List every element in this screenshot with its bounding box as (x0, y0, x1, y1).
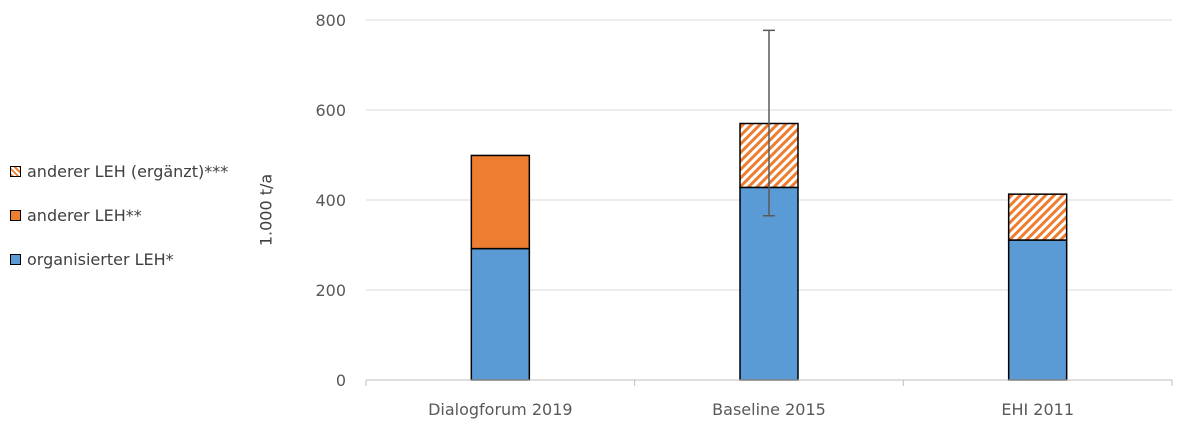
x-tick-label: Dialogforum 2019 (428, 400, 573, 419)
legend-label: anderer LEH** (27, 206, 142, 225)
legend-swatch-hatched (10, 166, 21, 177)
legend-swatch-orange (10, 210, 21, 221)
legend-item-anderer-leh-ergaenzt: anderer LEH (ergänzt)*** (10, 160, 228, 182)
x-tick-label: EHI 2011 (1001, 400, 1074, 419)
y-tick-label: 800 (315, 11, 346, 30)
legend-item-anderer-leh: anderer LEH** (10, 204, 228, 226)
bar-segment-organisierter (1009, 240, 1067, 380)
y-tick-label: 600 (315, 101, 346, 120)
bar-segment-anderer (471, 155, 529, 248)
legend-swatch-blue (10, 254, 21, 265)
bar-segment-organisierter (471, 249, 529, 380)
x-tick-label: Baseline 2015 (712, 400, 826, 419)
bar-segment-anderer-ergaenzt (1009, 194, 1067, 240)
y-axis-label: 1.000 t/a (257, 174, 276, 246)
legend-item-organisierter-leh: organisierter LEH* (10, 248, 228, 270)
y-tick-label: 0 (336, 371, 346, 390)
legend-label: organisierter LEH* (27, 250, 174, 269)
x-axis: Dialogforum 2019 Baseline 2015 EHI 2011 (366, 380, 1172, 419)
y-tick-label: 200 (315, 281, 346, 300)
y-tick-label: 400 (315, 191, 346, 210)
legend: anderer LEH (ergänzt)*** anderer LEH** o… (10, 160, 228, 292)
legend-label: anderer LEH (ergänzt)*** (27, 162, 228, 181)
y-tick-labels: 0 200 400 600 800 (315, 11, 346, 390)
